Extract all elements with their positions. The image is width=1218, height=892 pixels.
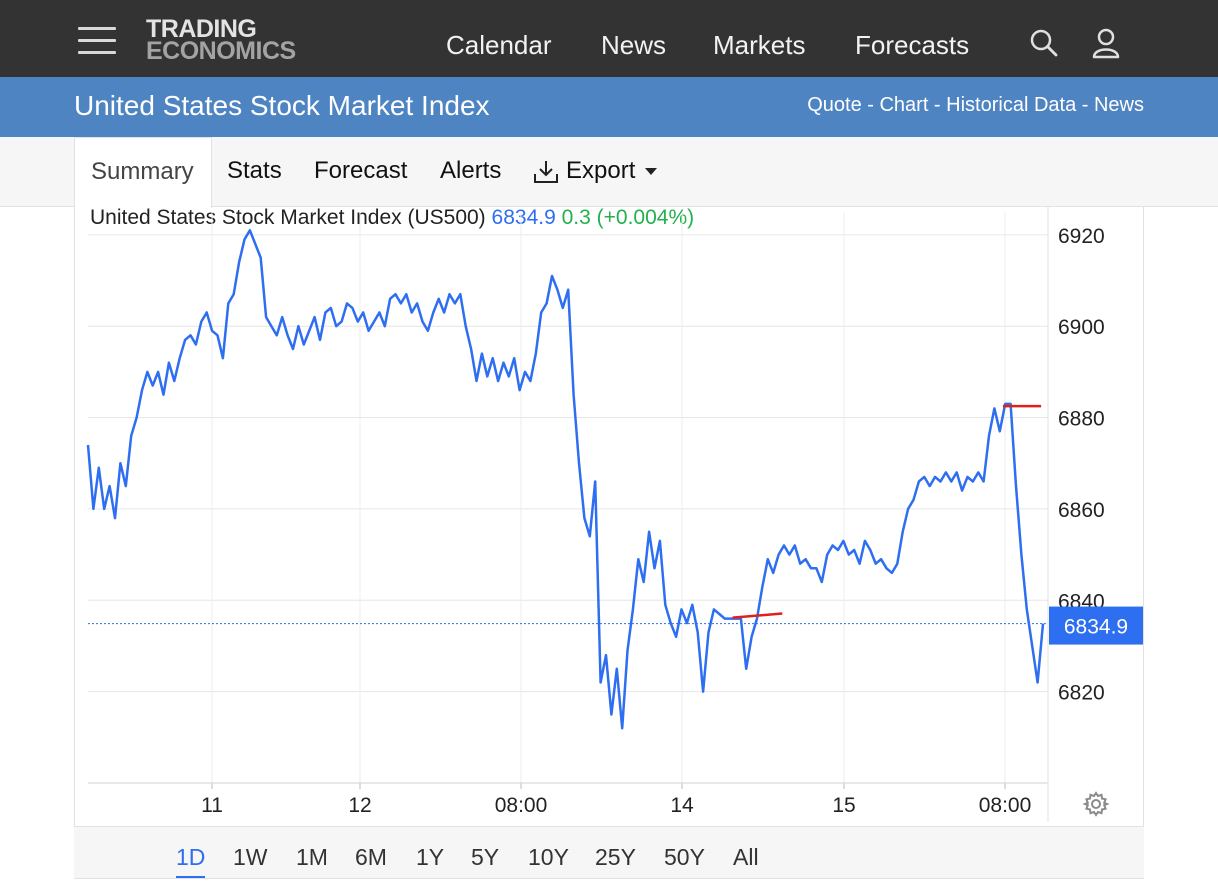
chart-header: United States Stock Market Index (US500)… [90, 206, 694, 230]
x-tick-label: 14 [670, 794, 694, 817]
chart-last-price: 6834.9 [491, 206, 556, 229]
x-tick-label: 12 [348, 794, 371, 817]
chart-symbol-name: United States Stock Market Index (US500) [90, 206, 486, 229]
nav-calendar[interactable]: Calendar [446, 30, 552, 60]
search-icon[interactable] [1029, 27, 1059, 59]
range-all[interactable]: All [733, 844, 759, 870]
link-chart[interactable]: Chart [879, 94, 929, 116]
range-6m[interactable]: 6M [355, 844, 387, 870]
last-value-badge [1049, 606, 1143, 645]
link-separator: - [1076, 94, 1094, 116]
range-1y[interactable]: 1Y [416, 844, 445, 870]
caret-down-icon [645, 168, 657, 175]
logo-line-1: TRADING [146, 15, 257, 43]
download-icon [534, 161, 558, 183]
y-tick-label: 6820 [1058, 682, 1105, 705]
quick-links: Quote - Chart - Historical Data - News [807, 94, 1144, 117]
logo-line-2: ECONOMICS [146, 37, 296, 65]
x-tick-label: 15 [832, 794, 855, 817]
top-navbar: TRADING ECONOMICS Calendar News Markets … [0, 0, 1218, 77]
page-title: United States Stock Market Index [74, 90, 490, 121]
range-selector: 1D 1W 1M 6M 1Y 5Y 10Y 25Y 50Y All [74, 826, 1144, 878]
export-label: Export [566, 157, 636, 184]
range-1m[interactable]: 1M [296, 844, 328, 870]
chart-panel [74, 207, 1144, 879]
x-tick-label: 08:00 [979, 794, 1032, 817]
y-tick-label: 6860 [1058, 499, 1105, 522]
range-1d[interactable]: 1D [176, 844, 206, 878]
gear-icon[interactable] [1083, 791, 1109, 817]
user-icon[interactable] [1091, 27, 1121, 59]
tab-stats[interactable]: Stats [227, 157, 282, 184]
y-tick-label: 6880 [1058, 408, 1105, 431]
title-bar: United States Stock Market Index Quote -… [0, 77, 1218, 137]
y-tick-label: 6900 [1058, 316, 1105, 339]
range-1w[interactable]: 1W [233, 844, 268, 870]
nav-markets[interactable]: Markets [713, 30, 806, 60]
tab-summary[interactable]: Summary [74, 137, 212, 208]
tab-strip: Summary Stats Forecast Alerts Export [0, 137, 1218, 208]
x-tick-label: 08:00 [495, 794, 548, 817]
tab-forecast[interactable]: Forecast [314, 157, 408, 184]
nav-forecasts[interactable]: Forecasts [855, 30, 970, 60]
annotation-segment [732, 612, 783, 619]
chart-change: 0.3 (+0.004%) [561, 206, 695, 229]
range-25y[interactable]: 25Y [595, 844, 636, 870]
nav-news[interactable]: News [601, 30, 667, 60]
tab-summary-label: Summary [91, 158, 194, 185]
link-separator: - [861, 94, 880, 116]
range-50y[interactable]: 50Y [664, 844, 705, 870]
tab-alerts[interactable]: Alerts [440, 157, 502, 184]
link-news[interactable]: News [1093, 94, 1144, 116]
x-tick-label: 11 [201, 794, 223, 817]
menu-icon[interactable] [78, 27, 116, 57]
last-value-label: 6834.9 [1064, 616, 1128, 639]
logo[interactable]: TRADING ECONOMICS [146, 15, 296, 65]
y-tick-label: 6920 [1058, 225, 1105, 248]
link-quote[interactable]: Quote [807, 94, 862, 116]
range-10y[interactable]: 10Y [528, 844, 569, 870]
link-historical-data[interactable]: Historical Data [946, 94, 1077, 116]
link-separator: - [928, 94, 947, 116]
range-5y[interactable]: 5Y [471, 844, 500, 870]
price-series-line [86, 229, 1045, 730]
